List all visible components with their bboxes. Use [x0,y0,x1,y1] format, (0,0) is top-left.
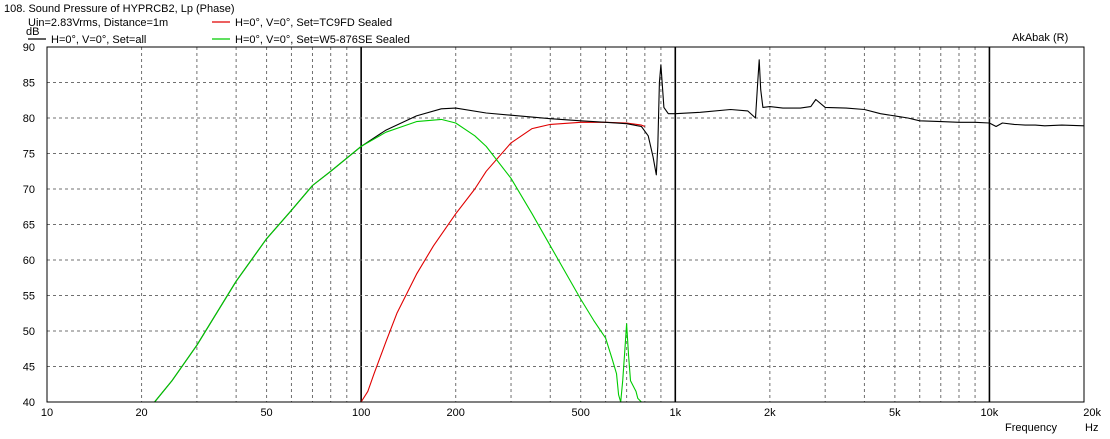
y-tick-label: 40 [23,397,35,409]
legend-entry: H=0°, V=0°, Set=W5-876SE Sealed [235,34,410,46]
y-tick-label: 70 [23,184,35,196]
x-tick-label: 1k [669,407,681,419]
x-tick-label: 20k [1083,407,1101,419]
x-tick-label: 100 [352,407,370,419]
y-tick-label: 50 [23,326,35,338]
y-tick-label: 65 [23,220,35,232]
y-tick-label: 45 [23,362,35,374]
plot-frame [46,46,1085,403]
y-axis-label: dB [26,26,39,38]
y-tick-labels: 40 45 50 55 60 65 70 75 80 85 90 [23,42,35,409]
x-axis-label: Frequency [1005,422,1057,434]
grid [47,47,1084,402]
legend-entry: H=0°, V=0°, Set=all [51,34,146,46]
legend-entry: Uin=2.83Vrms, Distance=1m [28,17,168,29]
x-tick-label: 5k [889,407,901,419]
x-tick-label: 500 [572,407,590,419]
x-tick-label: 10k [981,407,999,419]
y-tick-label: 75 [23,149,35,161]
series-line [47,118,1084,403]
y-tick-label: 85 [23,78,35,90]
y-tick-label: 60 [23,255,35,267]
x-tick-label: 50 [260,407,272,419]
series-line [47,121,646,403]
x-axis-unit: Hz [1085,422,1098,434]
x-tick-label: 2k [764,407,776,419]
series-line [47,59,1085,403]
chart-title: 108. Sound Pressure of HYPRCB2, Lp (Phas… [4,3,235,15]
series-lines [47,59,1085,403]
y-tick-label: 55 [23,291,35,303]
y-tick-label: 80 [23,113,35,125]
x-tick-label: 200 [447,407,465,419]
watermark: AkAbak (R) [1012,32,1068,44]
legend-entry: H=0°, V=0°, Set=TC9FD Sealed [235,17,392,29]
y-tick-label: 90 [23,42,35,54]
legend: Uin=2.83Vrms, Distance=1m H=0°, V=0°, Set… [28,17,410,46]
x-tick-label: 10 [41,407,53,419]
x-tick-label: 20 [135,407,147,419]
x-tick-labels: 10 20 50 100 200 500 1k 2k 5k 10k 20k [41,407,1102,419]
